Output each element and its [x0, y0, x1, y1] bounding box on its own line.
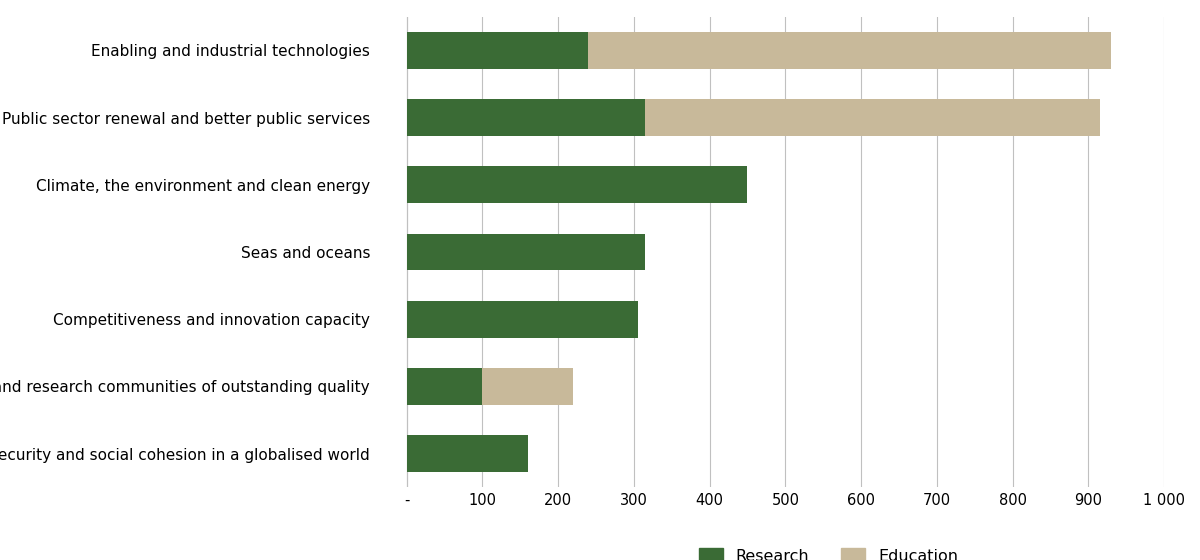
Bar: [407, 32, 588, 69]
Bar: [407, 99, 646, 136]
Bar: [407, 234, 646, 270]
Bar: [407, 368, 482, 405]
Bar: [646, 99, 1099, 136]
Bar: [482, 368, 574, 405]
Bar: [588, 32, 1111, 69]
Bar: [407, 435, 528, 472]
Legend: Research, Education: Research, Education: [700, 548, 958, 560]
Bar: [407, 301, 637, 338]
Bar: [407, 166, 748, 203]
